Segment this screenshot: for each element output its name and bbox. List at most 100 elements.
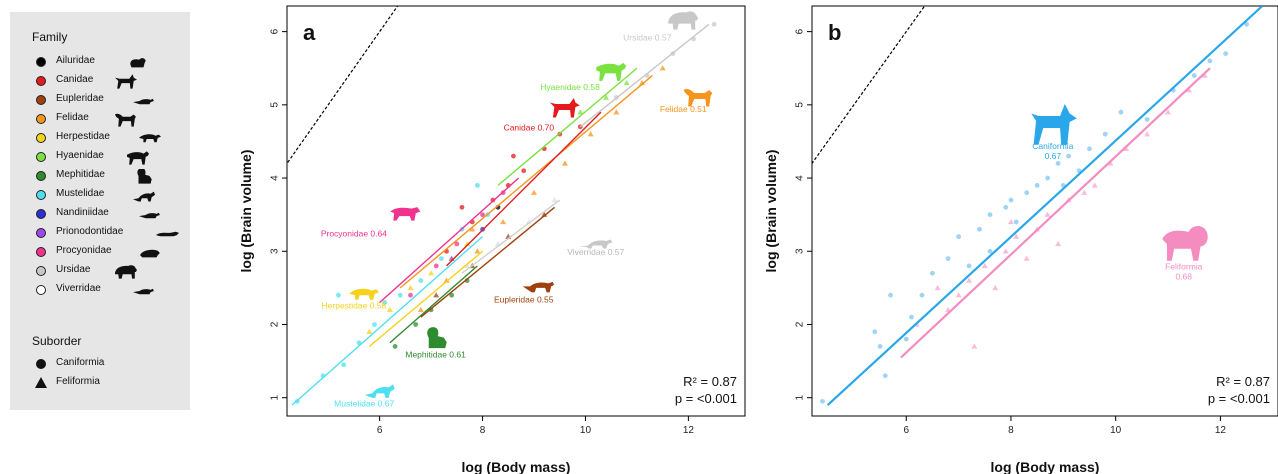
- data-point: [541, 211, 548, 217]
- identity-line: [812, 6, 926, 165]
- plot-frame: [811, 5, 1278, 417]
- data-point: [1007, 218, 1014, 225]
- fit-label: Feliformia: [1165, 262, 1203, 272]
- legend-family-item: Mephitidae: [10, 168, 190, 184]
- legend-color-dot: [36, 247, 46, 257]
- data-point: [934, 284, 941, 291]
- data-point: [945, 256, 951, 261]
- data-point: [1102, 131, 1108, 137]
- y-tick-label: 6: [795, 28, 806, 34]
- mongoose-silhouette-icon: [349, 288, 380, 300]
- raccoon-silhouette-icon: [390, 207, 421, 221]
- y-tick-label: 3: [795, 248, 806, 254]
- legend-color-dot: [36, 266, 46, 276]
- y-tick-label: 1: [270, 394, 281, 400]
- snake-silhouette-icon: [155, 231, 179, 237]
- legend-suborder-title: Suborder: [32, 334, 82, 348]
- hyena-silhouette-icon: [596, 62, 627, 81]
- data-point: [480, 212, 485, 218]
- x-axis-label: log (Body mass): [462, 459, 571, 474]
- legend-family-label: Ailuridae: [56, 55, 95, 66]
- legend-family-item: Prionodontidae: [10, 225, 190, 241]
- data-point: [1002, 248, 1009, 254]
- badger-icon: [140, 249, 160, 258]
- data-point: [1118, 109, 1124, 115]
- regression-line: [368, 250, 484, 347]
- fossa-silhouette-icon: [522, 281, 555, 293]
- y-tick-label: 2: [795, 321, 806, 327]
- x-tick-label: 10: [1110, 425, 1122, 436]
- legend-family-label: Prionodontidae: [56, 226, 124, 237]
- fit-label: Caniformia: [1032, 141, 1073, 151]
- data-point: [1044, 211, 1051, 217]
- data-point: [521, 168, 527, 174]
- data-point: [577, 109, 584, 115]
- data-point: [903, 336, 909, 342]
- dog-silhouette-icon: [549, 98, 580, 118]
- data-point: [366, 328, 373, 335]
- hyena-silhouette-icon: [127, 151, 149, 165]
- regression-line: [497, 67, 638, 186]
- y-tick-label: 1: [795, 394, 806, 400]
- data-point: [407, 284, 414, 291]
- regression-line: [579, 23, 710, 128]
- legend-color-dot: [36, 171, 46, 181]
- fit-label: Mephitidae 0.61: [405, 349, 466, 359]
- legend-color-dot: [36, 57, 46, 67]
- legend-family-item: Ailuridae: [10, 54, 190, 70]
- x-tick-label: 6: [903, 425, 909, 436]
- x-tick-label: 12: [683, 425, 695, 436]
- fit-label: Hyaenidae 0.58: [540, 82, 600, 92]
- legend-family-label: Eupleridae: [56, 93, 104, 104]
- data-point: [820, 398, 825, 404]
- data-point: [603, 94, 610, 100]
- legend-family-item: Eupleridae: [10, 92, 190, 108]
- y-tick-label: 4: [795, 175, 806, 181]
- legend-family-item: Felidae: [10, 111, 190, 127]
- data-point: [438, 256, 444, 261]
- legend-panel: Family Ailuridae Canidae Eupleridae Felidae…: [10, 12, 190, 410]
- data-point: [500, 218, 507, 225]
- data-point: [992, 284, 999, 291]
- legend-family-label: Ursidae: [56, 264, 91, 275]
- legend-family-item: Hyaenidae: [10, 149, 190, 165]
- data-point: [397, 292, 403, 298]
- triangle-marker: [35, 377, 47, 388]
- otter-silhouette-icon: [133, 191, 155, 202]
- data-point: [1013, 233, 1020, 239]
- data-point: [956, 234, 962, 240]
- fit-label: Canidae 0.70: [504, 122, 555, 132]
- data-point: [443, 277, 450, 283]
- legend-family-item: Canidae: [10, 73, 190, 89]
- data-point: [930, 270, 935, 276]
- data-point: [1008, 197, 1014, 203]
- stats-text: p = <0.001: [1208, 391, 1270, 406]
- regression-line: [399, 75, 653, 289]
- data-point: [449, 292, 455, 298]
- circle-icon: [36, 359, 46, 369]
- y-tick-label: 6: [270, 28, 281, 34]
- legend-family-label: Nandiniidae: [56, 207, 109, 218]
- data-point: [1207, 58, 1213, 64]
- fit-label: Ursidae 0.57: [623, 32, 671, 42]
- cat-silhouette-icon: [683, 89, 713, 107]
- data-point: [872, 329, 878, 335]
- data-point: [336, 292, 341, 298]
- fit-label: Felidae 0.51: [660, 104, 707, 114]
- plot-frame: [286, 5, 746, 417]
- data-point: [1024, 190, 1030, 196]
- y-tick-label: 4: [270, 175, 281, 181]
- stats-text: p = <0.001: [675, 391, 737, 406]
- genet-silhouette-icon: [579, 239, 613, 249]
- data-point: [1013, 219, 1019, 225]
- data-point: [433, 263, 439, 269]
- data-point: [408, 292, 413, 298]
- data-point: [877, 344, 883, 349]
- fit-label: Procyonidae 0.64: [321, 229, 387, 239]
- data-point: [1091, 182, 1098, 188]
- weasel-silhouette-icon: [133, 98, 154, 105]
- data-point: [428, 307, 434, 313]
- hyena-icon: [127, 151, 149, 165]
- cat-icon: [115, 113, 136, 127]
- bear-icon: [115, 265, 137, 279]
